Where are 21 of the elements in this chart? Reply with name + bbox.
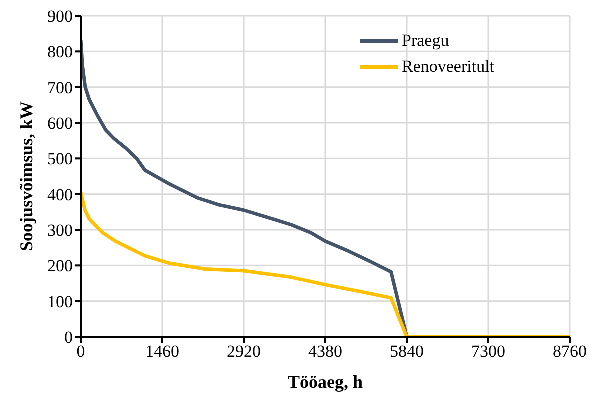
y-tick-label: 600	[48, 114, 73, 134]
legend-label: Renoveeritult	[402, 57, 495, 77]
y-tick-label: 700	[48, 78, 73, 98]
x-tick-label: 1460	[146, 342, 180, 362]
y-tick-label: 800	[48, 42, 73, 62]
x-tick-label: 5840	[390, 342, 424, 362]
x-tick-label: 8760	[553, 342, 587, 362]
legend-label: Praegu	[402, 31, 450, 51]
y-tick-label: 300	[48, 221, 73, 240]
y-tick-label: 400	[48, 185, 73, 204]
x-tick-label: 2920	[227, 342, 261, 362]
x-tick-label: 7300	[472, 342, 506, 362]
y-tick-label: 900	[48, 7, 73, 26]
x-axis-title: Tööaeg, h	[288, 372, 364, 392]
x-tick-label: 0	[76, 342, 86, 362]
y-axis-title: Soojusvõimsus, kW	[16, 101, 36, 252]
y-tick-label: 500	[48, 150, 73, 169]
y-tick-label: 0	[64, 328, 73, 348]
y-tick-label: 200	[48, 256, 73, 276]
y-tick-label: 100	[48, 292, 73, 312]
x-tick-label: 4380	[308, 342, 342, 362]
